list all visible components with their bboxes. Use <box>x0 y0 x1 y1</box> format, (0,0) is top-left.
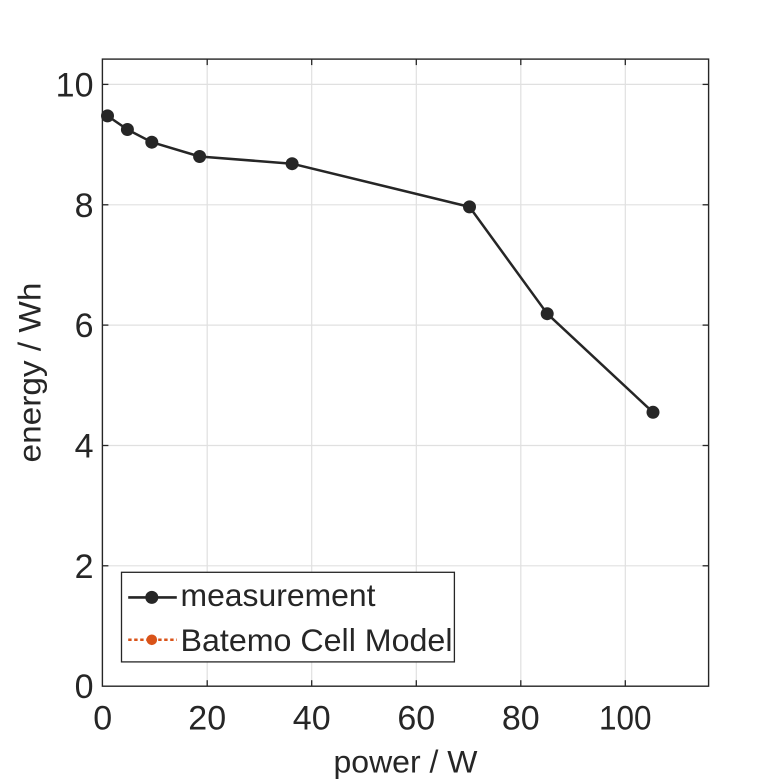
svg-text:80: 80 <box>502 700 540 738</box>
svg-text:energy / Wh: energy / Wh <box>13 283 48 463</box>
svg-text:2: 2 <box>75 548 94 586</box>
svg-text:power / W: power / W <box>334 745 478 780</box>
svg-text:Batemo Cell Model: Batemo Cell Model <box>181 622 453 658</box>
svg-text:4: 4 <box>75 428 94 466</box>
svg-text:measurement: measurement <box>181 577 376 613</box>
svg-text:100: 100 <box>599 700 652 738</box>
svg-text:60: 60 <box>397 700 435 738</box>
svg-text:8: 8 <box>75 187 94 225</box>
svg-text:10: 10 <box>56 66 94 104</box>
svg-text:0: 0 <box>93 700 112 738</box>
svg-text:40: 40 <box>293 700 331 738</box>
svg-text:20: 20 <box>188 700 226 738</box>
svg-text:6: 6 <box>75 307 94 345</box>
svg-text:0: 0 <box>75 668 94 706</box>
